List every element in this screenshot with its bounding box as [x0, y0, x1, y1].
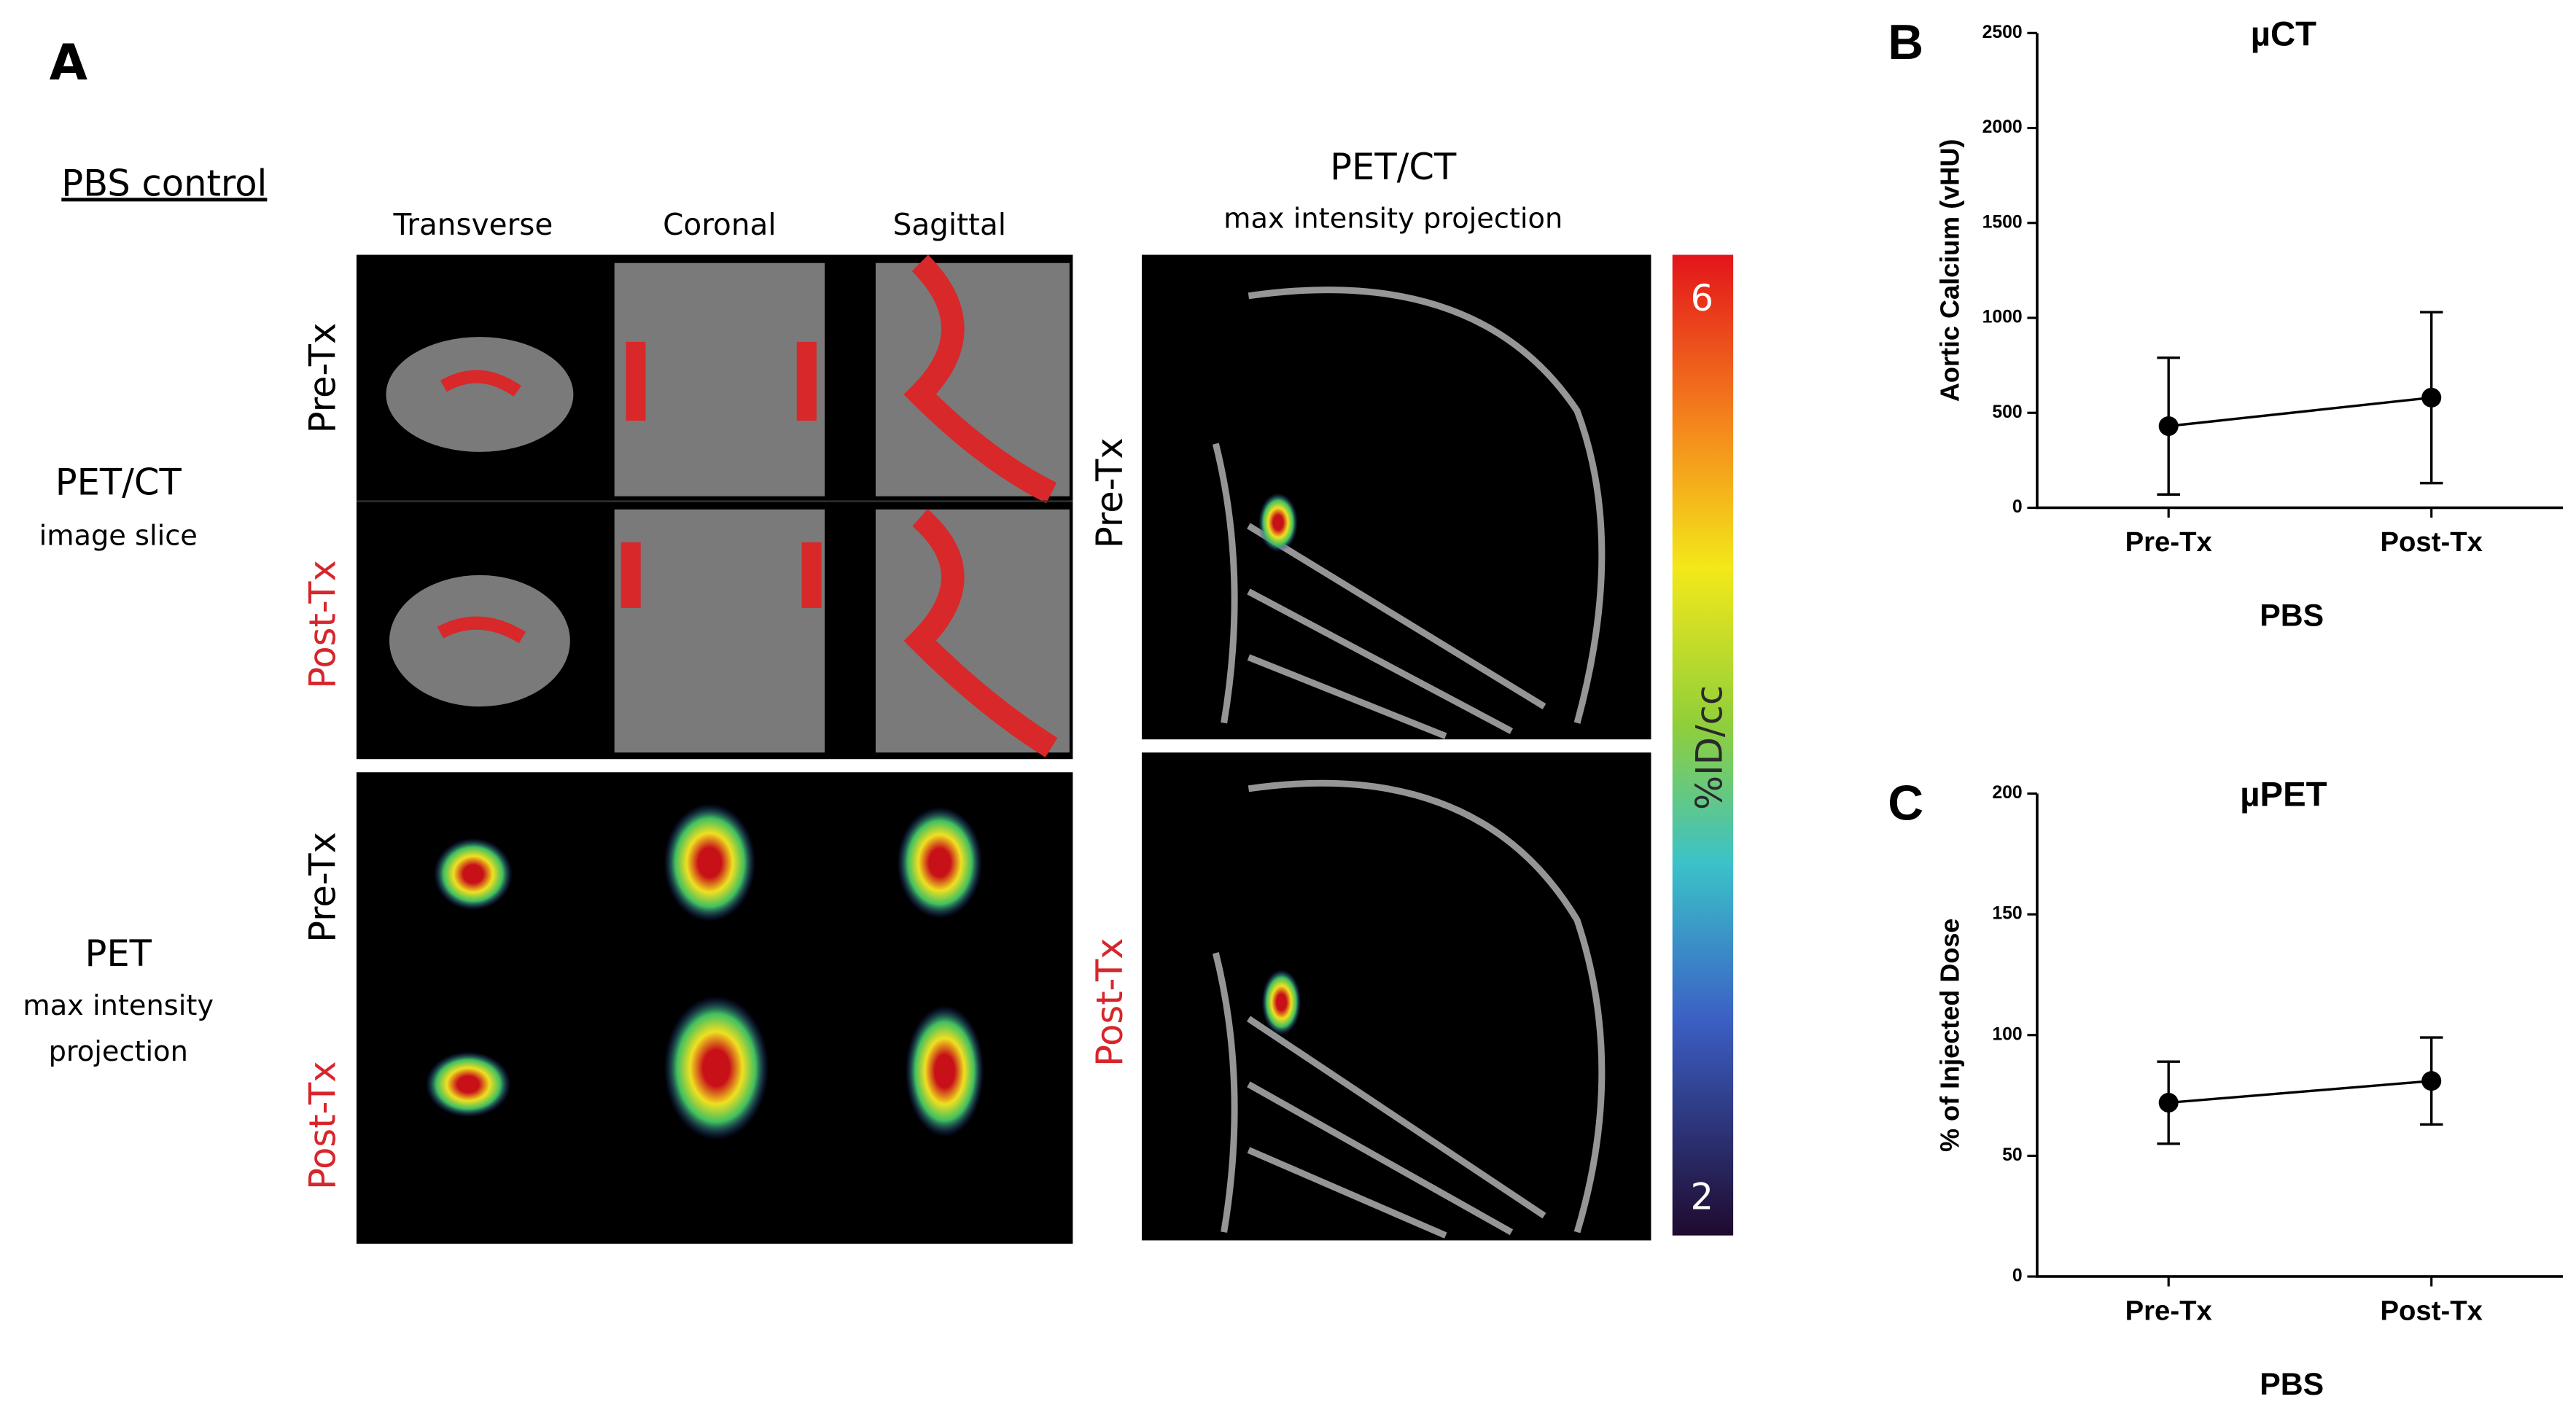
data-line: [2168, 1080, 2432, 1105]
panel-a-labels: A PBS control Transverse Coronal Sagitta…: [23, 34, 1730, 1218]
row-group-label: PET: [85, 932, 152, 975]
x-tick-label: Post-Tx: [2381, 526, 2483, 558]
y-tick-label: 0: [2012, 1266, 2023, 1286]
row-label: Post-Tx: [1089, 938, 1131, 1067]
row-group-label: PET/CT: [55, 461, 182, 503]
row-label: Post-Tx: [302, 1061, 344, 1190]
axis: [2036, 793, 2563, 1278]
y-tick-label: 2000: [1982, 117, 2023, 137]
x-axis-label: PBS: [2260, 599, 2324, 634]
y-tick-label: 1000: [1982, 308, 2023, 327]
data-point: [2158, 1092, 2179, 1113]
group-label: PBS control: [61, 162, 267, 204]
column-header: Coronal: [663, 207, 777, 242]
ct-slices: [386, 262, 1070, 753]
mip-hotspot: [1258, 493, 1299, 553]
x-tick-label: Pre-Tx: [2125, 1296, 2213, 1327]
y-tick-label: 200: [1992, 783, 2022, 803]
row-label: Pre-Tx: [302, 832, 344, 943]
row-group-sublabel: image slice: [39, 520, 198, 553]
colorbar-min: 2: [1691, 1176, 1714, 1218]
y-axis-label: Aortic Calcium (vHU): [1934, 139, 1964, 402]
row-group-sublabel: projection: [49, 1035, 188, 1068]
x-tick-label: Post-Tx: [2381, 1296, 2483, 1327]
row-label: Post-Tx: [302, 560, 344, 689]
axis: [2036, 33, 2563, 510]
x-tick-label: Pre-Tx: [2125, 526, 2213, 558]
pet-blobs: [425, 803, 984, 1140]
chart-title: µPET: [2240, 776, 2327, 814]
chart-title: µCT: [2251, 15, 2316, 53]
mip-hotspot: [1261, 969, 1301, 1035]
row-label: Pre-Tx: [1089, 437, 1131, 548]
data-point: [2421, 387, 2442, 408]
colorbar-max: 6: [1691, 277, 1714, 319]
panel-label: B: [1888, 15, 1923, 70]
panel-a-images: [356, 254, 1734, 1244]
row-label: Pre-Tx: [302, 323, 344, 434]
panel-label: A: [50, 34, 87, 91]
data-point: [2421, 1071, 2442, 1091]
skeleton: [1212, 287, 1606, 1239]
y-tick-label: 1500: [1982, 212, 2023, 232]
pet-hotspots: [437, 254, 1058, 757]
column-header: Sagittal: [893, 207, 1007, 242]
y-axis-label: % of Injected Dose: [1934, 919, 1964, 1152]
y-tick-label: 150: [1992, 904, 2022, 924]
y-tick-label: 2500: [1982, 23, 2023, 42]
mip-subtitle: max intensity projection: [1223, 203, 1563, 235]
colorbar-unit: %ID/cc: [1688, 685, 1730, 810]
mip-title: PET/CT: [1330, 146, 1457, 188]
y-tick-label: 100: [1992, 1024, 2022, 1044]
data-line: [2168, 396, 2432, 428]
y-tick-label: 0: [2012, 497, 2023, 517]
colorbar: [1672, 254, 1734, 1236]
column-header: Transverse: [392, 207, 553, 242]
y-tick-label: 500: [1992, 402, 2022, 422]
y-tick-label: 50: [2002, 1145, 2023, 1165]
x-axis-label: PBS: [2260, 1367, 2324, 1402]
row-group-sublabel: max intensity: [23, 989, 214, 1022]
panel-label: C: [1888, 776, 1923, 830]
data-point: [2158, 416, 2179, 437]
